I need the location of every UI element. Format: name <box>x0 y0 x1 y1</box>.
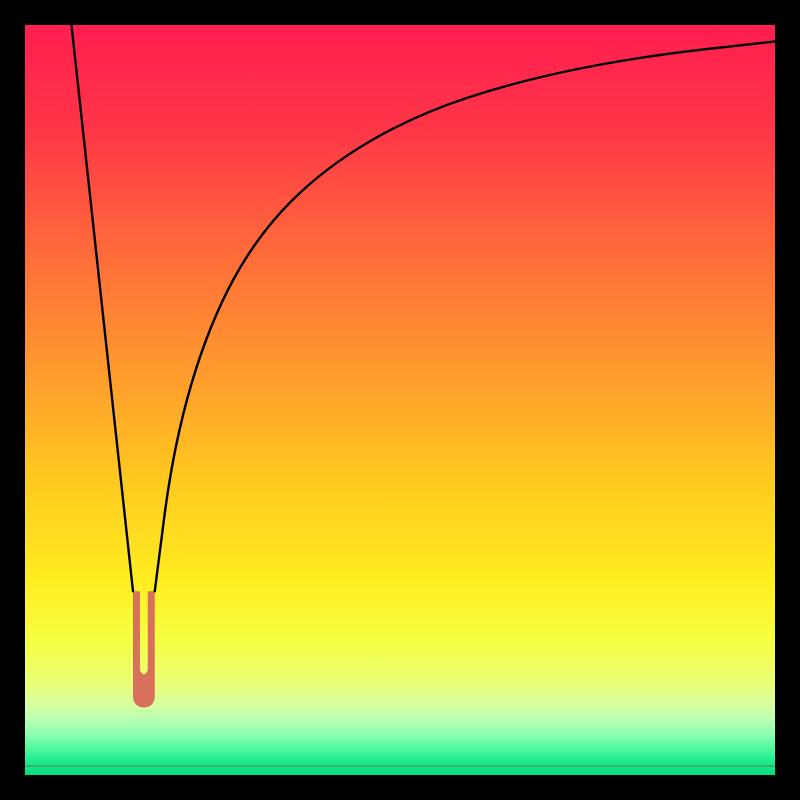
figure-root: TheBottleneck.com <box>0 0 800 800</box>
bottleneck-chart <box>0 0 800 800</box>
watermark-text: TheBottleneck.com <box>597 0 800 26</box>
